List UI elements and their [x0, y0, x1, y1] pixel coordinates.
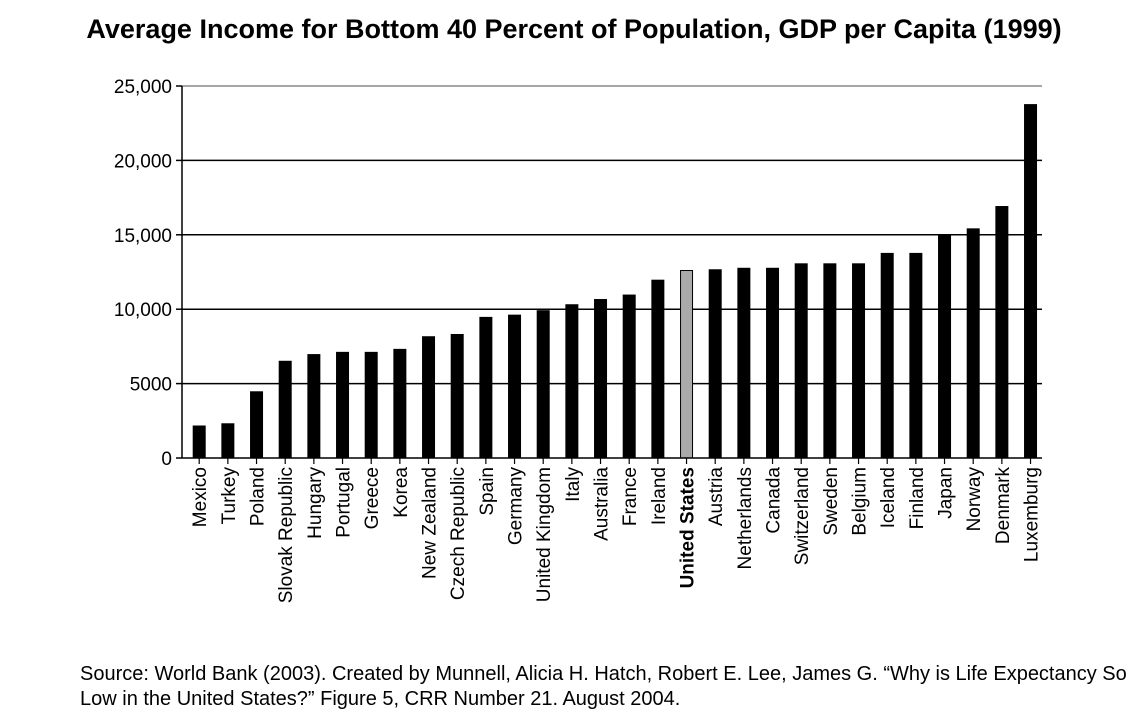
bar-united-kingdom: [536, 310, 550, 459]
x-tick-label: Belgium: [850, 467, 871, 536]
x-tick-label: Turkey: [219, 467, 240, 525]
x-tick-label: United States: [678, 467, 699, 588]
y-tick-label: 5000: [130, 375, 172, 396]
bar-czech-republic: [450, 333, 464, 459]
bar-poland: [250, 391, 264, 459]
x-tick-label: Switzerland: [792, 467, 813, 565]
x-tick-label: Hungary: [305, 467, 326, 539]
x-tick-label: Iceland: [878, 467, 899, 528]
bar-ireland: [651, 279, 665, 459]
y-tick-label: 10,000: [114, 300, 172, 321]
source-note: Source: World Bank (2003). Created by Mu…: [80, 663, 1127, 710]
bar-australia: [594, 299, 608, 459]
bar-slovak-republic: [278, 360, 292, 459]
x-tick-label: Australia: [592, 467, 613, 541]
bars: [192, 104, 1038, 459]
y-tick-label: 25,000: [114, 77, 172, 98]
x-tick-label: Luxemburg: [1022, 467, 1043, 562]
bar-sweden: [823, 263, 837, 459]
bar-chart: 0 5000 10,000 15,000 20,000 25,000 Mexico Turk…: [114, 77, 1043, 603]
bar-france: [622, 294, 636, 459]
y-tick-label: 20,000: [114, 151, 172, 172]
x-tick-label: Italy: [563, 467, 584, 502]
bar-mexico: [192, 425, 206, 459]
x-tick-label: Norway: [964, 467, 985, 532]
x-tick-label: Czech Republic: [448, 467, 469, 600]
bar-norway: [966, 228, 980, 459]
bar-turkey: [221, 423, 235, 459]
bar-portugal: [336, 351, 350, 459]
gridlines: [182, 85, 1042, 385]
chart-title: Average Income for Bottom 40 Percent of …: [86, 14, 1062, 44]
bar-japan: [938, 234, 952, 459]
bar-denmark: [995, 206, 1009, 459]
x-tick-label: Korea: [391, 467, 412, 518]
x-tick-label: Canada: [764, 467, 785, 534]
x-tick-label: Portugal: [334, 467, 355, 538]
x-tick-label: Poland: [248, 467, 269, 526]
bar-spain: [479, 316, 493, 459]
x-tick-label: Finland: [907, 467, 928, 529]
bar-switzerland: [794, 263, 808, 459]
bar-belgium: [852, 263, 866, 459]
bar-canada: [766, 267, 780, 459]
x-tick-label: Austria: [706, 467, 727, 527]
bar-finland: [909, 252, 923, 459]
x-tick-label: Germany: [506, 467, 527, 546]
bar-germany: [508, 314, 522, 459]
bar-netherlands: [737, 267, 751, 459]
x-tick-label: Japan: [936, 467, 957, 519]
bar-new-zealand: [422, 336, 436, 459]
bar-united-states: [680, 270, 694, 459]
x-tick-label: Netherlands: [735, 467, 756, 569]
bar-hungary: [307, 354, 321, 459]
x-tick-label: Spain: [477, 467, 498, 516]
x-tick-label: United Kingdom: [534, 467, 555, 602]
y-tick-label: 0: [161, 449, 172, 470]
x-tick-label: Ireland: [649, 467, 670, 525]
bar-korea: [393, 348, 407, 459]
bar-iceland: [880, 252, 894, 459]
bar-greece: [364, 351, 378, 459]
y-axis-ticks: 0 5000 10,000 15,000 20,000 25,000: [114, 77, 182, 470]
x-tick-label: New Zealand: [420, 467, 441, 579]
x-tick-label: Slovak Republic: [276, 467, 297, 603]
x-tick-label: France: [620, 467, 641, 526]
x-tick-label: Sweden: [821, 467, 842, 536]
x-tick-label: Denmark: [993, 467, 1014, 545]
x-axis-ticks: Mexico Turkey Poland Slovak Republic Hungary…: [190, 458, 1043, 603]
bar-luxemburg: [1024, 104, 1038, 459]
x-tick-label: Mexico: [190, 467, 211, 527]
bar-austria: [708, 269, 722, 459]
bar-italy: [565, 304, 579, 459]
x-tick-label: Greece: [362, 467, 383, 529]
y-tick-label: 15,000: [114, 226, 172, 247]
